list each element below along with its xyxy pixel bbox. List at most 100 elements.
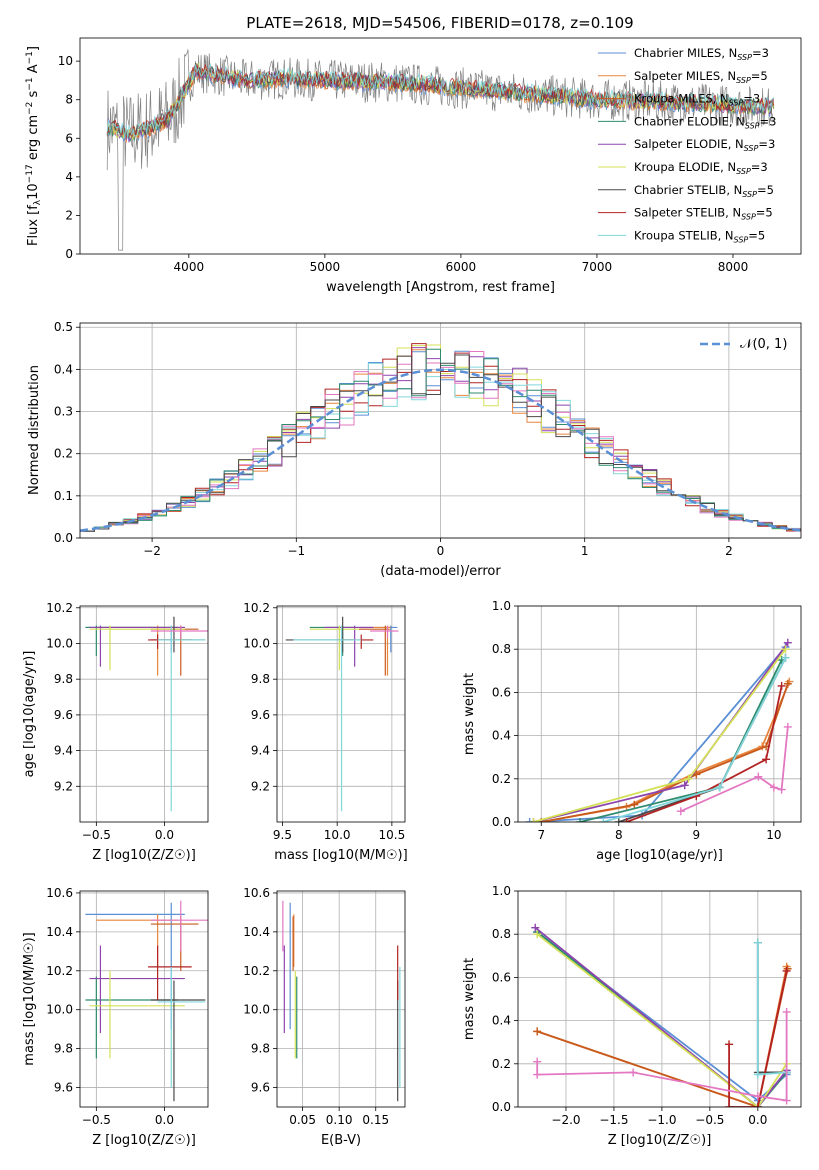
figure-title: PLATE=2618, MJD=54506, FIBERID=0178, z=0… bbox=[246, 14, 633, 32]
y-tick-label: 10.0 bbox=[243, 636, 270, 650]
y-tick-label: 0.8 bbox=[492, 642, 511, 656]
y-axis-label: mass weight bbox=[462, 958, 477, 1040]
y-tick-label: 10.2 bbox=[46, 964, 73, 978]
axes-frame bbox=[79, 37, 802, 255]
y-tick-label: 0.2 bbox=[492, 1057, 511, 1071]
y-tick-label: 10.2 bbox=[243, 601, 270, 615]
y-tick-label: 8 bbox=[65, 93, 73, 107]
weight-marker bbox=[781, 653, 790, 662]
plot-area bbox=[282, 900, 401, 1102]
y-axis-label: Flux [fλ10−17 erg cm−2 s−1 A−1] bbox=[25, 46, 43, 246]
plot-area bbox=[285, 616, 399, 812]
y-tick-label: 10.4 bbox=[243, 925, 270, 939]
y-tick-label: 1.0 bbox=[492, 884, 511, 898]
x-axis-label: mass [log10(M/M☉)] bbox=[274, 848, 407, 863]
y-tick-label: 2 bbox=[65, 208, 73, 222]
panel-mass_vs_ebv: 0.05 0.10 0.15 9.6 9.8 10.0 10.2 10.4 10.6 E(B-V) bbox=[243, 886, 406, 1148]
weight-line bbox=[536, 933, 788, 1107]
x-axis-label: Z [log10(Z/Z☉)] bbox=[92, 1133, 196, 1148]
plot-area bbox=[106, 49, 775, 251]
y-tick-label: 9.8 bbox=[54, 1042, 73, 1056]
weight-marker bbox=[782, 1096, 791, 1105]
y-tick-label: 9.8 bbox=[54, 672, 73, 686]
y-tick-label: 0.3 bbox=[54, 405, 73, 419]
y-tick-label: 9.6 bbox=[54, 1081, 73, 1095]
axes-frame bbox=[517, 890, 802, 1108]
legend-label: Salpeter STELIB, NSSP=5 bbox=[634, 206, 773, 222]
y-tick-label: 0.0 bbox=[492, 1100, 511, 1114]
y-tick-label: 1.0 bbox=[492, 599, 511, 613]
weight-marker bbox=[753, 1103, 762, 1107]
x-tick-label: 7 bbox=[537, 828, 545, 842]
weight-line bbox=[533, 642, 789, 822]
x-tick-label: −2 bbox=[143, 544, 161, 558]
x-tick-label: 0 bbox=[437, 544, 445, 558]
x-tick-label: 0.0 bbox=[155, 1113, 174, 1127]
legend-label: Kroupa MILES, NSSP=3 bbox=[634, 92, 760, 108]
weight-marker bbox=[531, 923, 540, 932]
y-tick-label: 4 bbox=[65, 170, 73, 184]
panel-mass_vs_Z: −0.5 0.0 9.6 9.8 10.0 10.2 10.4 10.6 Z [log10(Z/… bbox=[22, 886, 209, 1148]
weight-marker bbox=[525, 818, 534, 822]
legend-label: Salpeter ELODIE, NSSP=3 bbox=[634, 137, 775, 153]
weight-marker bbox=[533, 1057, 542, 1066]
x-tick-label: 0.0 bbox=[748, 1113, 767, 1127]
weight-marker bbox=[777, 785, 786, 794]
y-tick-label: 0.0 bbox=[54, 531, 73, 545]
y-tick-label: 0.2 bbox=[492, 772, 511, 786]
y-tick-label: 10.0 bbox=[46, 636, 73, 650]
y-tick-label: 0.4 bbox=[492, 729, 511, 743]
legend-label: Kroupa ELODIE, NSSP=3 bbox=[634, 160, 768, 176]
y-tick-label: 9.6 bbox=[251, 708, 270, 722]
x-axis-label: E(B-V) bbox=[321, 1133, 361, 1148]
y-tick-label: 9.2 bbox=[251, 779, 270, 793]
x-tick-label: −0.5 bbox=[82, 1113, 111, 1127]
axes-frame bbox=[79, 322, 802, 539]
x-tick-label: 8000 bbox=[718, 260, 749, 274]
x-axis-label: Z [log10(Z/Z☉)] bbox=[608, 1133, 712, 1148]
x-axis-label: age [log10(age/yr)] bbox=[596, 848, 723, 863]
panel-age_vs_Z: −0.5 0.0 9.2 9.4 9.6 9.8 10.0 10.2 Z [log10(Z/Z☉… bbox=[22, 601, 209, 863]
y-tick-label: 9.8 bbox=[251, 1042, 270, 1056]
weight-marker bbox=[782, 1007, 791, 1016]
x-tick-label: 6000 bbox=[446, 260, 477, 274]
plot-area bbox=[85, 616, 208, 812]
y-axis-label: mass weight bbox=[462, 673, 477, 755]
weight-marker bbox=[753, 1092, 762, 1101]
weight-marker bbox=[783, 638, 792, 647]
x-tick-label: 10.5 bbox=[379, 828, 406, 842]
weight-marker bbox=[769, 783, 778, 792]
plot-area bbox=[80, 343, 801, 532]
y-tick-label: 9.4 bbox=[54, 744, 73, 758]
gaussian-curve bbox=[80, 368, 801, 532]
legend-label: Chabrier ELODIE, NSSP=3 bbox=[634, 114, 776, 130]
panel-age_vs_mass: 9.5 10.0 10.5 9.2 9.4 9.6 9.8 10.0 10.2 mass [log… bbox=[243, 601, 407, 863]
x-tick-label: 4000 bbox=[174, 260, 205, 274]
y-tick-label: 0.4 bbox=[492, 1014, 511, 1028]
x-tick-label: −1.0 bbox=[647, 1113, 676, 1127]
y-tick-label: 9.6 bbox=[251, 1081, 270, 1095]
weight-line bbox=[626, 685, 783, 822]
weight-marker bbox=[725, 1040, 734, 1049]
x-tick-label: 10.0 bbox=[324, 828, 351, 842]
y-axis-label: mass [log10(M/M☉)] bbox=[22, 932, 37, 1065]
x-tick-label: −1.5 bbox=[599, 1113, 628, 1127]
axes-frame bbox=[276, 890, 406, 1108]
legend-label: Kroupa STELIB, NSSP=5 bbox=[634, 228, 765, 244]
y-tick-label: 0.6 bbox=[492, 970, 511, 984]
axes-frame bbox=[276, 605, 406, 823]
weight-marker bbox=[715, 783, 724, 792]
y-tick-label: 9.4 bbox=[251, 744, 270, 758]
y-tick-label: 0.2 bbox=[54, 447, 73, 461]
weight-line bbox=[536, 968, 789, 1107]
y-tick-label: 10 bbox=[58, 54, 73, 68]
weight-marker bbox=[777, 681, 786, 690]
legend-label: 𝒩(0, 1) bbox=[740, 337, 787, 352]
weight-line bbox=[579, 659, 783, 822]
spectrum-legend: Chabrier MILES, NSSP=3 Salpeter MILES, NS… bbox=[598, 46, 776, 244]
x-tick-label: 0.15 bbox=[362, 1113, 389, 1127]
plot-area bbox=[85, 900, 208, 1102]
weight-marker bbox=[533, 930, 542, 939]
weight-marker bbox=[622, 818, 631, 822]
